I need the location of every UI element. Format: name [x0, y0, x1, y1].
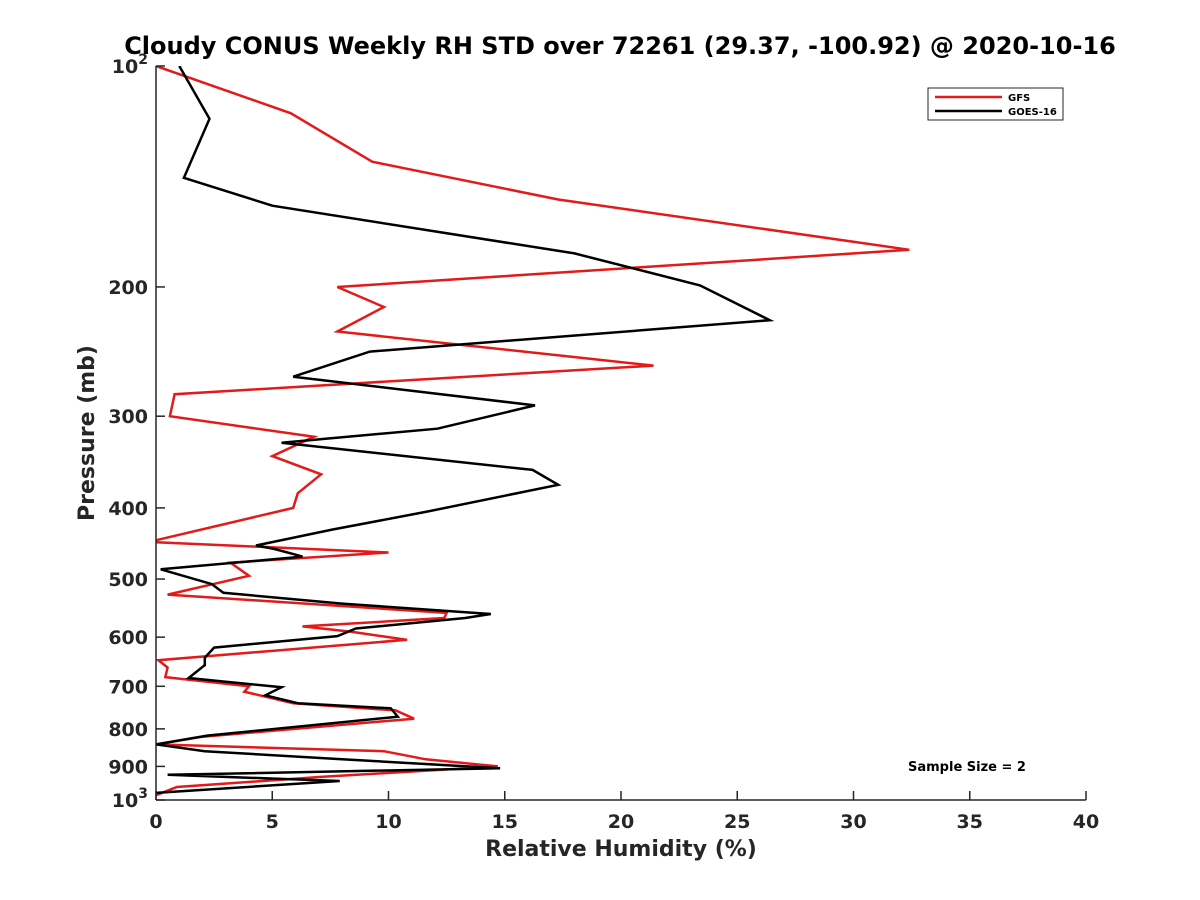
legend-label-goes16: GOES-16: [1008, 107, 1057, 118]
y-tick-label: 300: [108, 406, 148, 428]
x-axis-label: Relative Humidity (%): [485, 837, 757, 862]
y-tick-label: 102: [112, 52, 148, 78]
legend: GFS GOES-16: [927, 87, 1064, 121]
x-tick-label: 10: [375, 811, 401, 833]
legend-box: [927, 87, 1064, 121]
y-tick-label: 900: [108, 756, 148, 778]
series-line-goes16: [156, 66, 775, 795]
x-tick-label: 20: [608, 811, 634, 833]
y-tick-label: 500: [108, 569, 148, 591]
y-tick-label: 200: [108, 277, 148, 299]
x-tick-label: 0: [149, 811, 162, 833]
x-axis-ticks: 0 5 10 15 20 25 30 35 40: [149, 791, 1099, 833]
x-tick-label: 30: [840, 811, 866, 833]
x-tick-label: 40: [1073, 811, 1099, 833]
x-tick-label: 15: [492, 811, 518, 833]
y-tick-label: 800: [108, 719, 148, 741]
y-axis-ticks: 102 200 300 400 500 600 700 800 900 103: [108, 52, 165, 812]
y-tick-label: 600: [108, 627, 148, 649]
y-tick-label: 103: [112, 786, 148, 812]
chart-title: Cloudy CONUS Weekly RH STD over 72261 (2…: [124, 32, 1116, 60]
sample-size-annotation: Sample Size = 2: [908, 760, 1026, 775]
x-tick-label: 25: [724, 811, 750, 833]
x-tick-label: 35: [957, 811, 983, 833]
x-tick-label: 5: [266, 811, 279, 833]
series-layer: [156, 66, 910, 797]
legend-label-gfs: GFS: [1008, 93, 1030, 104]
y-axis-label: Pressure (mb): [75, 345, 100, 521]
y-tick-label: 700: [108, 676, 148, 698]
y-tick-label: 400: [108, 498, 148, 520]
